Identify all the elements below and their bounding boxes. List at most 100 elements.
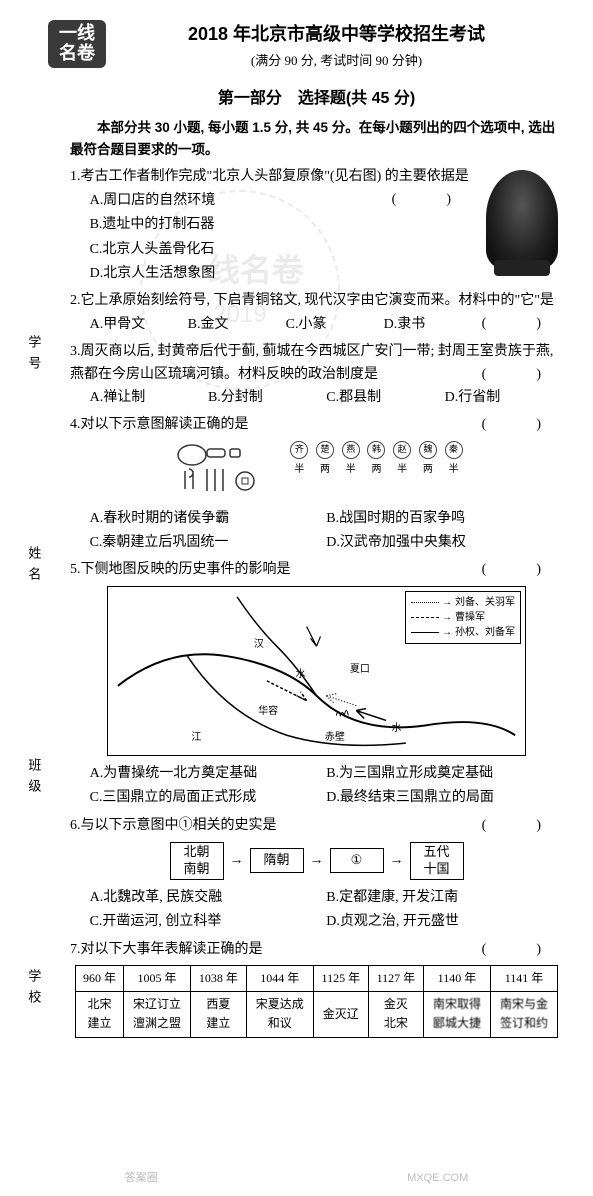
question-4: 4.对以下示意图解读正确的是 ( ) 齐 楚 燕 韩 赵 魏 秦 — [70, 414, 563, 555]
side-label-class: 班级 — [23, 758, 44, 800]
q2-stem: 2.它上承原始刻绘符号, 下启青铜铭文, 现代汉字由它演变而来。材料中的"它"是… — [70, 290, 563, 312]
q1-opt-c: C.北京人头盖骨化石 — [90, 238, 473, 262]
answer-blank: ( ) — [482, 815, 559, 837]
q5-options: A.为曹操统一北方奠定基础 B.为三国鼎立形成奠定基础 C.三国鼎立的局面正式形… — [70, 762, 563, 811]
footer-right: MXQE.COM — [407, 1170, 468, 1188]
seal: 楚 — [316, 441, 334, 459]
map-label: 华容 — [258, 704, 278, 720]
q2-opt-b: B.金文 — [188, 313, 286, 337]
table-cell: 南宋与金签订和约 — [490, 992, 557, 1037]
q6-opt-b: B.定都建康, 开发江南 — [326, 886, 563, 910]
seal-label: 两 — [371, 463, 381, 477]
q5-stem: 5.下侧地图反映的历史事件的影响是 ( ) — [70, 559, 563, 581]
legend-item: 孙权、刘备军 — [455, 625, 515, 640]
flow-node-1: 北朝 南朝 — [170, 842, 224, 880]
seal-label: 半 — [397, 463, 407, 477]
seal-diagram: 齐 楚 燕 韩 赵 魏 秦 半 两 半 两 半 两 半 — [287, 441, 467, 501]
q3-stem: 3.周灭商以后, 封黄帝后代于蓟, 蓟城在今西城区广安门一带; 封周王室贵族于燕… — [70, 341, 563, 386]
q2-stem-text: 2.它上承原始刻绘符号, 下启青铜铭文, 现代汉字由它演变而来。材料中的"它"是 — [70, 293, 554, 308]
q3-opt-d: D.行省制 — [445, 386, 563, 410]
table-cell: 金灭北宋 — [368, 992, 423, 1037]
question-6: 6.与以下示意图中①相关的史实是 ( ) 北朝 南朝 → 隋朝 → ① → 五代… — [70, 815, 563, 935]
answer-blank: ( ) — [482, 939, 559, 961]
q5-opt-c: C.三国鼎立的局面正式形成 — [90, 786, 327, 810]
flow-arrow-icon: → — [230, 850, 244, 872]
q1-opt-d: D.北京人生活想象图 — [90, 262, 473, 286]
table-cell: 金灭辽 — [313, 992, 368, 1037]
table-cell: 南宋取得郾城大捷 — [423, 992, 490, 1037]
table-cell: 1127 年 — [368, 965, 423, 991]
side-label-column: 学号 姓名 班级 学校 — [18, 0, 48, 1196]
side-label-student-id: 学号 — [23, 335, 44, 377]
figure-beijing-man-bust — [483, 166, 561, 276]
answer-blank: ( ) — [482, 414, 559, 436]
table-row: 北宋建立 宋辽订立澶渊之盟 西夏建立 宋夏达成和议 金灭辽 金灭北宋 南宋取得郾… — [75, 992, 557, 1037]
table-cell: 1141 年 — [490, 965, 557, 991]
seal-label: 半 — [294, 463, 304, 477]
q3-opt-b: B.分封制 — [208, 386, 326, 410]
table-cell: 1044 年 — [246, 965, 313, 991]
q4-stem: 4.对以下示意图解读正确的是 ( ) — [70, 414, 563, 436]
table-cell: 宋辽订立澶渊之盟 — [124, 992, 191, 1037]
seal: 赵 — [393, 441, 411, 459]
q6-stem-text: 6.与以下示意图中①相关的史实是 — [70, 818, 277, 833]
question-1: 1.考古工作者制作完成"北京人头部复原像"(见右图) 的主要依据是 ( ) A.… — [70, 166, 563, 286]
q4-opt-b: B.战国时期的百家争鸣 — [326, 507, 563, 531]
q2-opt-a: A.甲骨文 — [90, 313, 188, 337]
table-cell: 1005 年 — [124, 965, 191, 991]
answer-blank: ( ) — [482, 364, 559, 386]
answer-blank: ( ) — [482, 559, 559, 581]
flow-node-4: 五代 十国 — [410, 842, 464, 880]
q1-stem-text: 1.考古工作者制作完成"北京人头部复原像"(见右图) 的主要依据是 — [70, 169, 469, 184]
q4-options: A.春秋时期的诸侯争霸 B.战国时期的百家争鸣 C.秦朝建立后巩固统一 D.汉武… — [70, 507, 563, 556]
flow-node-2: 隋朝 — [250, 848, 304, 873]
table-cell: 1140 年 — [423, 965, 490, 991]
table-cell: 西夏建立 — [191, 992, 247, 1037]
coin-diagram — [167, 441, 267, 501]
side-label-name: 姓名 — [23, 546, 44, 588]
table-cell: 960 年 — [75, 965, 123, 991]
seal-label: 半 — [346, 463, 356, 477]
q5-map: →刘备、关羽军 →曹操军 →孙权、刘备军 汉 水 夏口 江 华容 赤壁 水 — [107, 586, 526, 756]
flow-text: 北朝 — [181, 844, 213, 861]
q7-stem-text: 7.对以下大事年表解读正确的是 — [70, 942, 263, 957]
q4-diagram: 齐 楚 燕 韩 赵 魏 秦 半 两 半 两 半 两 半 — [70, 441, 563, 501]
exam-subtitle: (满分 90 分, 考试时间 90 分钟) — [110, 51, 563, 72]
exam-header: 2018 年北京市高级中等学校招生考试 (满分 90 分, 考试时间 90 分钟… — [70, 20, 563, 72]
seal: 齐 — [290, 441, 308, 459]
seal-label: 两 — [320, 463, 330, 477]
q5-opt-b: B.为三国鼎立形成奠定基础 — [326, 762, 563, 786]
q6-flow-diagram: 北朝 南朝 → 隋朝 → ① → 五代 十国 — [70, 842, 563, 880]
q7-stem: 7.对以下大事年表解读正确的是 ( ) — [70, 939, 563, 961]
seal-label: 半 — [449, 463, 459, 477]
question-7: 7.对以下大事年表解读正确的是 ( ) 960 年 1005 年 1038 年 … — [70, 939, 563, 1038]
q6-opt-d: D.贞观之治, 开元盛世 — [326, 910, 563, 934]
table-cell: 宋夏达成和议 — [246, 992, 313, 1037]
flow-node-3: ① — [330, 848, 384, 873]
answer-blank: ( ) — [482, 313, 559, 335]
question-3: 3.周灭商以后, 封黄帝后代于蓟, 蓟城在今西城区广安门一带; 封周王室贵族于燕… — [70, 341, 563, 410]
q6-opt-c: C.开凿运河, 创立科举 — [90, 910, 327, 934]
question-2: 2.它上承原始刻绘符号, 下启青铜铭文, 现代汉字由它演变而来。材料中的"它"是… — [70, 290, 563, 337]
flow-text: 十国 — [421, 861, 453, 878]
flow-text: 五代 — [421, 844, 453, 861]
q2-opt-c: C.小篆 — [286, 313, 384, 337]
table-cell: 1038 年 — [191, 965, 247, 991]
flow-text: 南朝 — [181, 861, 213, 878]
q5-opt-d: D.最终结束三国鼎立的局面 — [326, 786, 563, 810]
q3-opt-c: C.郡县制 — [326, 386, 444, 410]
map-legend: →刘备、关羽军 →曹操军 →孙权、刘备军 — [405, 591, 521, 644]
seal: 燕 — [342, 441, 360, 459]
part-title: 第一部分 选择题(共 45 分) — [70, 86, 563, 112]
seal: 韩 — [367, 441, 385, 459]
q4-opt-d: D.汉武帝加强中央集权 — [326, 531, 563, 555]
brand-badge: 一线 名卷 — [48, 20, 106, 68]
legend-item: 刘备、关羽军 — [455, 595, 515, 610]
map-label: 水 — [296, 667, 306, 683]
table-cell: 1125 年 — [313, 965, 368, 991]
q4-opt-a: A.春秋时期的诸侯争霸 — [90, 507, 327, 531]
q6-opt-a: A.北魏改革, 民族交融 — [90, 886, 327, 910]
map-label: 江 — [191, 730, 201, 746]
q5-stem-text: 5.下侧地图反映的历史事件的影响是 — [70, 562, 291, 577]
side-label-school: 学校 — [23, 969, 44, 1011]
